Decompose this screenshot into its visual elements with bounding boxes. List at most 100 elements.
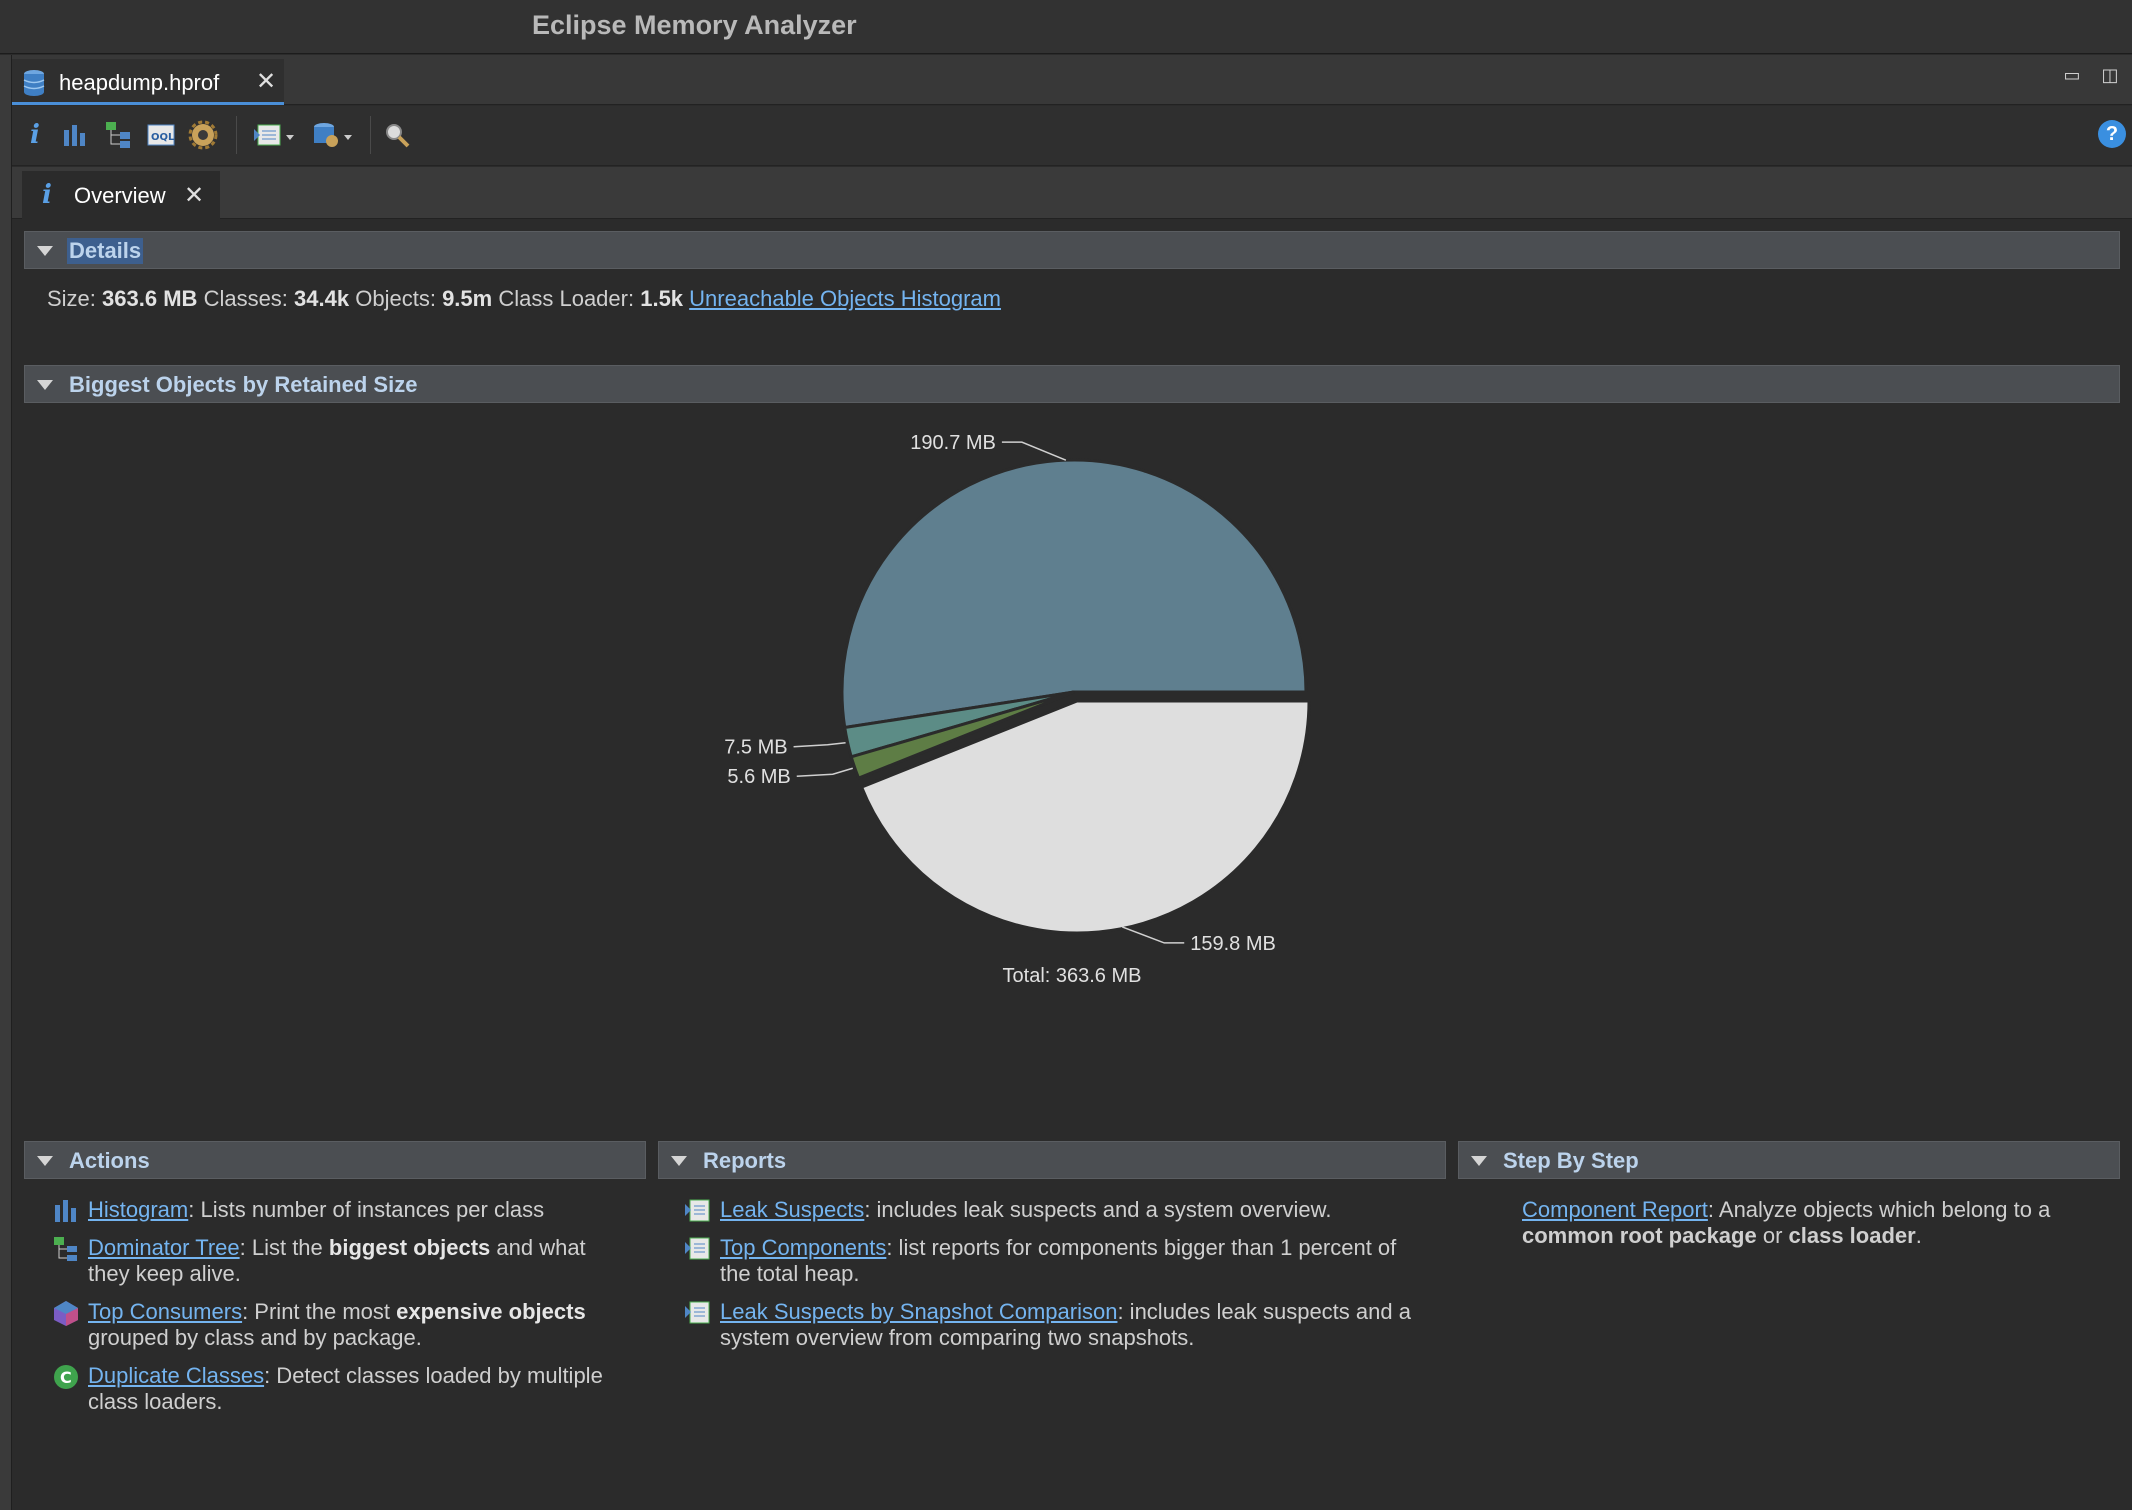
pie-chart[interactable]: 190.7 MB 7.5 MB 5.6 MB 159.8 MB Total: 363.6… xyxy=(26,405,2120,1120)
pie-slice[interactable] xyxy=(849,690,1075,781)
histogram-icon xyxy=(55,1200,76,1222)
collapse-icon[interactable] xyxy=(1471,1156,1487,1166)
item-description: : includes leak suspects and a system ov… xyxy=(720,1299,1411,1350)
list-item: C Duplicate Classes: Detect classes load… xyxy=(52,1363,622,1415)
dominator-tree-button[interactable] xyxy=(102,118,136,152)
actions-list: Histogram: Lists number of instances per… xyxy=(52,1197,622,1427)
tab-label: Overview xyxy=(74,183,166,208)
histogram-button[interactable] xyxy=(58,118,92,152)
overview-button[interactable]: i xyxy=(18,118,52,152)
item-emphasis: biggest objects xyxy=(328,1235,491,1260)
section-title: Step By Step xyxy=(1503,1148,1639,1173)
dominator-tree-icon xyxy=(54,1237,77,1261)
info-icon: i xyxy=(30,120,40,150)
item-description: or xyxy=(1756,1223,1789,1248)
database-icon xyxy=(23,70,45,96)
classes-label: Classes: xyxy=(203,286,288,311)
query-browser-dropdown[interactable] xyxy=(308,118,358,152)
total-label: Total: 363.6 MB xyxy=(1003,965,1142,987)
pie-slice[interactable] xyxy=(859,699,1311,935)
collapse-icon[interactable] xyxy=(37,1156,53,1166)
tab-overview[interactable]: i Overview ✕ xyxy=(22,171,220,219)
leader-line xyxy=(796,767,853,777)
collapse-icon[interactable] xyxy=(671,1156,687,1166)
biggest-objects-section-header[interactable]: Biggest Objects by Retained Size xyxy=(24,365,2120,403)
run-report-icon xyxy=(254,124,294,146)
reports-list: Leak Suspects: includes leak suspects an… xyxy=(684,1197,1414,1363)
oql-button[interactable]: OQL xyxy=(144,118,178,152)
objects-value: 9.5m xyxy=(442,286,493,311)
report-icon xyxy=(685,1199,710,1222)
component-report-link[interactable]: Component Report xyxy=(1522,1197,1708,1222)
dominator-tree-link[interactable]: Dominator Tree xyxy=(88,1235,240,1260)
close-icon[interactable]: ✕ xyxy=(256,68,277,95)
help-icon[interactable]: ? xyxy=(2098,120,2126,148)
section-title: Reports xyxy=(703,1148,787,1173)
tab-label: heapdump.hprof xyxy=(59,70,220,95)
top-components-link[interactable]: Top Components xyxy=(720,1235,887,1260)
dominator-tree-icon xyxy=(106,122,130,148)
step-by-step-section-header[interactable]: Step By Step xyxy=(1458,1141,2120,1179)
slice-label: 159.8 MB xyxy=(1190,933,1276,955)
pie-slice[interactable] xyxy=(840,458,1308,730)
classes-value: 34.4k xyxy=(294,286,350,311)
item-description: : Lists number of instances per class xyxy=(188,1197,545,1222)
maximize-icon[interactable]: ◫ xyxy=(2101,65,2119,85)
top-consumers-link[interactable]: Top Consumers xyxy=(88,1299,243,1324)
item-description: and what they keep alive. xyxy=(88,1235,586,1286)
objects-label: Objects: xyxy=(355,286,436,311)
unreachable-objects-histogram-link[interactable]: Unreachable Objects Histogram xyxy=(689,286,1001,311)
collapse-icon[interactable] xyxy=(37,380,53,390)
reports-section-header[interactable]: Reports xyxy=(658,1141,1446,1179)
item-description: : Analyze objects which belong to a xyxy=(1707,1197,2051,1222)
section-title: Actions xyxy=(69,1148,150,1173)
details-section-header[interactable]: Details xyxy=(24,231,2120,269)
duplicate-classes-icon: C xyxy=(54,1365,78,1389)
section-title: Details xyxy=(67,238,144,264)
section-title: Biggest Objects by Retained Size xyxy=(69,372,418,397)
oql-icon: OQL xyxy=(147,124,175,146)
class-loader-label: Class Loader: xyxy=(498,286,635,311)
heap-details-button[interactable] xyxy=(186,118,220,152)
step-by-step-content: Component Report: Analyze objects which … xyxy=(1522,1197,2092,1249)
list-item: Dominator Tree: List the biggest objects… xyxy=(52,1235,622,1287)
toolbar-separator xyxy=(236,116,237,154)
toolbar-separator xyxy=(370,116,371,154)
leak-suspects-link[interactable]: Leak Suspects xyxy=(720,1197,865,1222)
heap-dump-details-icon xyxy=(188,120,218,150)
collapse-icon[interactable] xyxy=(37,246,53,256)
close-icon[interactable]: ✕ xyxy=(184,182,205,209)
leak-suspects-comparison-link[interactable]: Leak Suspects by Snapshot Comparison xyxy=(720,1299,1118,1324)
info-icon: i xyxy=(42,180,52,210)
editor-toolbar: i OQL ? xyxy=(12,106,2132,166)
list-item: Histogram: Lists number of instances per… xyxy=(52,1197,622,1223)
item-description: . xyxy=(1915,1223,1922,1248)
retained-size-chart: 190.7 MB 7.5 MB 5.6 MB 159.8 MB Total: 363.6… xyxy=(26,405,2120,1120)
duplicate-classes-link[interactable]: Duplicate Classes xyxy=(88,1363,265,1388)
top-consumers-icon xyxy=(54,1301,78,1326)
leader-line xyxy=(1121,926,1185,944)
item-emphasis: common root package xyxy=(1522,1223,1757,1248)
list-item: Leak Suspects: includes leak suspects an… xyxy=(684,1197,1414,1223)
list-item: Leak Suspects by Snapshot Comparison: in… xyxy=(684,1299,1414,1351)
slice-label: 190.7 MB xyxy=(910,432,996,454)
report-icon xyxy=(685,1237,710,1260)
details-summary: Size: 363.6 MB Classes: 34.4k Objects: 9… xyxy=(47,286,1001,312)
item-description: : List the xyxy=(239,1235,329,1260)
actions-section-header[interactable]: Actions xyxy=(24,1141,646,1179)
search-button[interactable] xyxy=(380,118,414,152)
run-report-dropdown[interactable] xyxy=(250,118,300,152)
minimize-icon[interactable]: ▭ xyxy=(2063,65,2081,85)
window-titlebar: Eclipse Memory Analyzer xyxy=(0,0,2132,54)
svg-text:OQL: OQL xyxy=(151,132,175,143)
leader-line xyxy=(793,742,846,748)
item-description: grouped by class and by package. xyxy=(88,1325,422,1350)
tab-heapdump[interactable]: heapdump.hprof ✕ xyxy=(12,59,284,105)
item-description: : Detect classes loaded by multiple clas… xyxy=(88,1363,603,1414)
item-description: : Print the most xyxy=(242,1299,397,1324)
histogram-link[interactable]: Histogram xyxy=(88,1197,189,1222)
list-item: Component Report: Analyze objects which … xyxy=(1522,1197,2092,1249)
item-description: : includes leak suspects and a system ov… xyxy=(864,1197,1332,1222)
item-emphasis: class loader xyxy=(1788,1223,1916,1248)
left-window-edge xyxy=(0,55,12,1510)
